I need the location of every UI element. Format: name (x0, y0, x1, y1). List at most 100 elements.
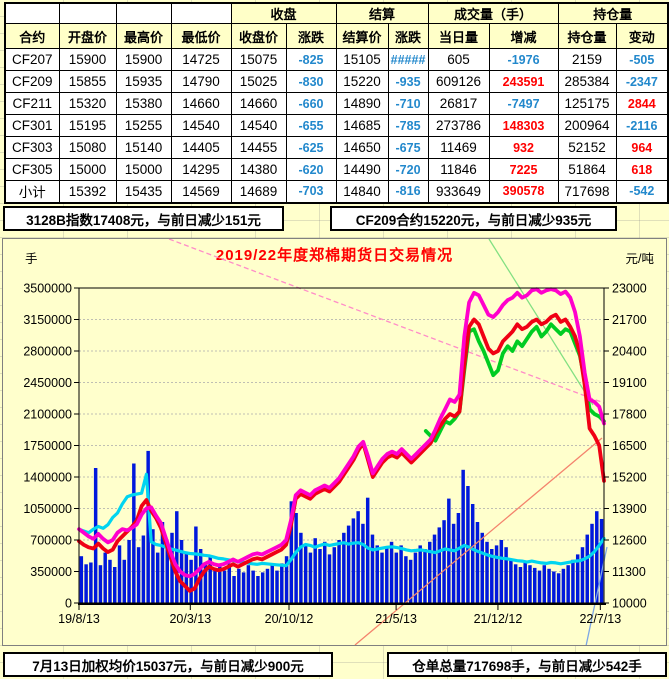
index-note-box[interactable]: 3128B指数17408元，与前日减少151元 (3, 206, 284, 231)
cell-r3-c9[interactable]: 148303 (488, 114, 559, 137)
cell-r2-c7[interactable]: -710 (387, 92, 429, 115)
column-header-3[interactable]: 最低价 (170, 23, 232, 49)
cell-r5-c7[interactable]: -720 (387, 158, 429, 181)
column-header-9[interactable]: 增减 (488, 23, 559, 49)
cell-r4-c10[interactable]: 52152 (557, 136, 617, 159)
receipt-note-box[interactable]: 仓单总量717698手，与前日减少542手 (387, 652, 667, 677)
cell-r4-c7[interactable]: -675 (387, 136, 429, 159)
group-header-7[interactable]: 持仓量 (557, 2, 669, 24)
cell-r0-c4[interactable]: 15075 (230, 48, 287, 71)
chart-object[interactable]: 2019/22年度郑棉期货日交易情况 手 元/吨 3500000 3150000 2… (2, 238, 667, 646)
cell-r6-c2[interactable]: 15435 (115, 180, 172, 203)
cell-r1-c8[interactable]: 609126 (427, 70, 490, 93)
cell-r0-c0[interactable]: CF207 (4, 48, 60, 71)
cell-r5-c1[interactable]: 15000 (58, 158, 117, 181)
cell-r5-c2[interactable]: 15000 (115, 158, 172, 181)
weighted-avg-note-box[interactable]: 7月13日加权均价15037元，与前日减少900元 (3, 652, 333, 677)
cell-r5-c9[interactable]: 7225 (488, 158, 559, 181)
cell-r2-c10[interactable]: 125175 (557, 92, 617, 115)
cell-r3-c10[interactable]: 200964 (557, 114, 617, 137)
cell-r1-c10[interactable]: 285384 (557, 70, 617, 93)
column-header-0[interactable]: 合约 (4, 23, 60, 49)
cell-r3-c6[interactable]: 14685 (335, 114, 389, 137)
group-header-blank[interactable] (58, 2, 117, 24)
cell-r1-c3[interactable]: 14790 (170, 70, 232, 93)
cell-r1-c4[interactable]: 15025 (230, 70, 287, 93)
cell-r6-c4[interactable]: 14689 (230, 180, 287, 203)
cell-r3-c1[interactable]: 15195 (58, 114, 117, 137)
cell-r2-c4[interactable]: 14660 (230, 92, 287, 115)
cell-r4-c8[interactable]: 11469 (427, 136, 490, 159)
cell-r5-c0[interactable]: CF305 (4, 158, 60, 181)
cell-r1-c9[interactable]: 243591 (488, 70, 559, 93)
cell-r2-c5[interactable]: -660 (285, 92, 337, 115)
cell-r3-c11[interactable]: -2116 (615, 114, 669, 137)
cell-r4-c5[interactable]: -625 (285, 136, 337, 159)
cell-r4-c11[interactable]: 964 (615, 136, 669, 159)
cell-r4-c3[interactable]: 14405 (170, 136, 232, 159)
cell-r3-c7[interactable]: -785 (387, 114, 429, 137)
cell-r1-c11[interactable]: -2347 (615, 70, 669, 93)
group-header-6[interactable]: 成交量（手） (427, 2, 559, 24)
cell-r1-c5[interactable]: -830 (285, 70, 337, 93)
cell-r2-c6[interactable]: 14890 (335, 92, 389, 115)
cell-r3-c8[interactable]: 273786 (427, 114, 490, 137)
cell-r0-c3[interactable]: 14725 (170, 48, 232, 71)
cell-r6-c6[interactable]: 14840 (335, 180, 389, 203)
column-header-5[interactable]: 涨跌 (285, 23, 337, 49)
cell-r6-c9[interactable]: 390578 (488, 180, 559, 203)
cell-r2-c1[interactable]: 15320 (58, 92, 117, 115)
cell-r2-c0[interactable]: CF211 (4, 92, 60, 115)
cell-r0-c7[interactable]: ##### (387, 48, 429, 71)
cell-r5-c5[interactable]: -620 (285, 158, 337, 181)
cell-r2-c9[interactable]: -7497 (488, 92, 559, 115)
cell-r4-c4[interactable]: 14455 (230, 136, 287, 159)
cell-r4-c9[interactable]: 932 (488, 136, 559, 159)
group-header-5[interactable]: 结算 (335, 2, 429, 24)
column-header-11[interactable]: 变动 (615, 23, 669, 49)
cell-r3-c3[interactable]: 14540 (170, 114, 232, 137)
cell-r6-c0[interactable]: 小计 (4, 180, 60, 203)
column-header-2[interactable]: 最高价 (115, 23, 172, 49)
column-header-7[interactable]: 涨跌 (387, 23, 429, 49)
cell-r5-c10[interactable]: 51864 (557, 158, 617, 181)
cell-r1-c0[interactable]: CF209 (4, 70, 60, 93)
cell-r2-c8[interactable]: 26817 (427, 92, 490, 115)
cell-r0-c1[interactable]: 15900 (58, 48, 117, 71)
cell-r3-c4[interactable]: 14540 (230, 114, 287, 137)
cell-r1-c7[interactable]: -935 (387, 70, 429, 93)
cell-r5-c3[interactable]: 14295 (170, 158, 232, 181)
cell-r0-c10[interactable]: 2159 (557, 48, 617, 71)
cell-r6-c11[interactable]: -542 (615, 180, 669, 203)
cf209-note-box[interactable]: CF209合约15220元，与前日减少935元 (330, 206, 617, 231)
cell-r4-c2[interactable]: 15140 (115, 136, 172, 159)
cell-r1-c2[interactable]: 15935 (115, 70, 172, 93)
group-header-blank[interactable] (115, 2, 172, 24)
cell-r5-c11[interactable]: 618 (615, 158, 669, 181)
cell-r5-c4[interactable]: 14380 (230, 158, 287, 181)
cell-r6-c7[interactable]: -816 (387, 180, 429, 203)
cell-r0-c6[interactable]: 15105 (335, 48, 389, 71)
cell-r0-c8[interactable]: 605 (427, 48, 490, 71)
cell-r5-c8[interactable]: 11846 (427, 158, 490, 181)
cell-r3-c2[interactable]: 15255 (115, 114, 172, 137)
cell-r2-c3[interactable]: 14660 (170, 92, 232, 115)
group-header-blank[interactable] (170, 2, 232, 24)
cell-r0-c2[interactable]: 15900 (115, 48, 172, 71)
cell-r0-c11[interactable]: -505 (615, 48, 669, 71)
cell-r6-c3[interactable]: 14569 (170, 180, 232, 203)
cell-r1-c1[interactable]: 15855 (58, 70, 117, 93)
column-header-6[interactable]: 结算价 (335, 23, 389, 49)
cell-r6-c1[interactable]: 15392 (58, 180, 117, 203)
column-header-10[interactable]: 持仓量 (557, 23, 617, 49)
futures-table[interactable]: 收盘 结算 成交量（手） 持仓量 合约 开盘价 最高价 最低价 收盘价 涨跌 结算价 涨跌 当日量 增减持… (4, 2, 669, 204)
cell-r6-c8[interactable]: 933649 (427, 180, 490, 203)
cell-r6-c5[interactable]: -703 (285, 180, 337, 203)
cell-r2-c11[interactable]: 2844 (615, 92, 669, 115)
cell-r3-c5[interactable]: -655 (285, 114, 337, 137)
cell-r3-c0[interactable]: CF301 (4, 114, 60, 137)
cell-r2-c2[interactable]: 15380 (115, 92, 172, 115)
cell-r1-c6[interactable]: 15220 (335, 70, 389, 93)
cell-r6-c10[interactable]: 717698 (557, 180, 617, 203)
column-header-4[interactable]: 收盘价 (230, 23, 287, 49)
